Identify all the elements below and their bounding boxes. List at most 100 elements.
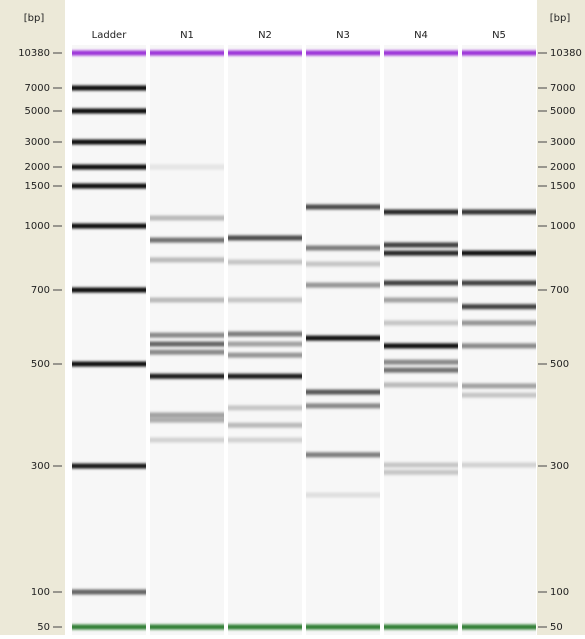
tick-label-right: 100 <box>550 587 569 598</box>
band <box>228 423 302 428</box>
band <box>72 288 146 293</box>
lane-label: N1 <box>180 30 194 41</box>
band <box>384 320 458 325</box>
band <box>462 304 536 309</box>
band <box>306 452 380 457</box>
lane-label: Ladder <box>92 30 128 41</box>
tick-label-left: 1500 <box>25 181 50 192</box>
marker-band <box>228 51 302 56</box>
tick-label-right: 50 <box>550 622 563 633</box>
axis-label-right: [bp] <box>550 13 571 24</box>
band <box>150 238 224 243</box>
band <box>306 403 380 408</box>
band <box>150 257 224 262</box>
marker-band <box>150 51 224 56</box>
tick-label-left: 10380 <box>18 48 50 59</box>
band <box>150 350 224 355</box>
band <box>306 204 380 209</box>
tick-label-left: 500 <box>31 359 50 370</box>
lane <box>72 45 146 635</box>
axis-label-left: [bp] <box>24 13 45 24</box>
gel-view: [bp] [bp] 10380 10380 7000 7000 5000 5000 3000… <box>0 0 585 635</box>
band <box>384 297 458 302</box>
tick-label-right: 300 <box>550 461 569 472</box>
tick-label-right: 10380 <box>550 48 582 59</box>
band <box>228 342 302 347</box>
band <box>306 492 380 497</box>
band <box>462 393 536 398</box>
band <box>150 342 224 347</box>
band <box>150 165 224 170</box>
band <box>228 405 302 410</box>
marker-band <box>306 51 380 56</box>
band <box>462 251 536 256</box>
band <box>72 86 146 91</box>
marker-band <box>462 625 536 630</box>
band <box>384 382 458 387</box>
band <box>462 343 536 348</box>
marker-band <box>384 625 458 630</box>
tick-label-right: 3000 <box>550 137 575 148</box>
tick-label-right: 1500 <box>550 181 575 192</box>
band <box>462 210 536 215</box>
tick-label-right: 5000 <box>550 106 575 117</box>
tick-label-left: 1000 <box>25 221 50 232</box>
band <box>384 210 458 215</box>
band <box>384 280 458 285</box>
left-axis-panel <box>0 0 65 635</box>
tick-label-left: 700 <box>31 285 50 296</box>
band <box>72 464 146 469</box>
lane <box>384 45 458 635</box>
band <box>462 462 536 467</box>
band <box>72 165 146 170</box>
band <box>228 332 302 337</box>
band <box>462 280 536 285</box>
tick-label-left: 3000 <box>25 137 50 148</box>
band <box>150 333 224 338</box>
marker-band <box>72 625 146 630</box>
tick-label-right: 500 <box>550 359 569 370</box>
band <box>228 260 302 265</box>
band <box>384 462 458 467</box>
lane-label: N3 <box>336 30 350 41</box>
band <box>384 360 458 365</box>
band <box>306 261 380 266</box>
band <box>150 437 224 442</box>
tick-label-left: 300 <box>31 461 50 472</box>
band <box>72 590 146 595</box>
right-axis-panel <box>537 0 585 635</box>
band <box>306 245 380 250</box>
band <box>306 283 380 288</box>
band <box>150 418 224 423</box>
lane-label: N2 <box>258 30 272 41</box>
band <box>462 383 536 388</box>
marker-band <box>462 51 536 56</box>
tick-label-left: 100 <box>31 587 50 598</box>
marker-band <box>150 625 224 630</box>
tick-label-right: 700 <box>550 285 569 296</box>
band <box>72 224 146 229</box>
band <box>228 297 302 302</box>
tick-label-left: 5000 <box>25 106 50 117</box>
band <box>150 413 224 418</box>
marker-band <box>72 51 146 56</box>
band <box>384 368 458 373</box>
band <box>72 140 146 145</box>
band <box>228 235 302 240</box>
tick-label-left: 7000 <box>25 83 50 94</box>
band <box>72 109 146 114</box>
band <box>150 374 224 379</box>
band <box>384 343 458 348</box>
band <box>462 320 536 325</box>
band <box>228 374 302 379</box>
lane <box>462 45 536 635</box>
band <box>228 353 302 358</box>
tick-label-left: 2000 <box>25 162 50 173</box>
band <box>384 251 458 256</box>
tick-label-left: 50 <box>37 622 50 633</box>
tick-label-right: 2000 <box>550 162 575 173</box>
tick-label-right: 7000 <box>550 83 575 94</box>
band <box>228 437 302 442</box>
band <box>306 336 380 341</box>
lane <box>150 45 224 635</box>
